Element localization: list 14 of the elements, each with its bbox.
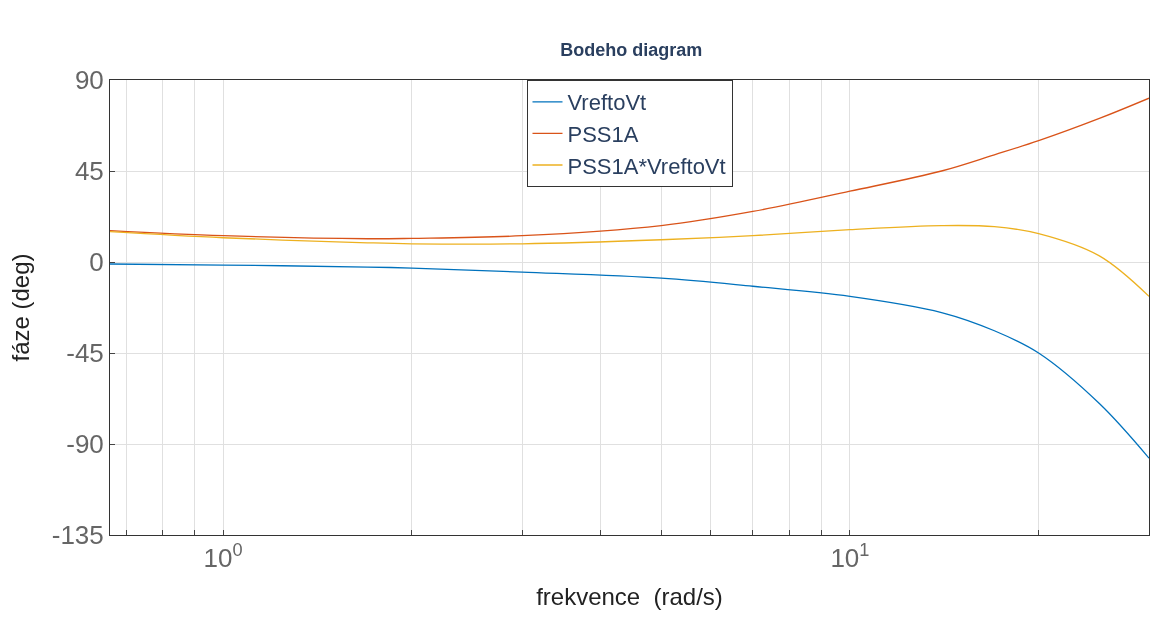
x-tick-label: 10$^{0}$ xyxy=(203,540,243,574)
y-axis-title: fáze (deg) xyxy=(6,253,34,362)
legend-label: VreftoVt xyxy=(567,90,647,116)
x-axis-title: frekvence (rad/s) xyxy=(536,582,723,610)
chart-title: Bodeho diagram xyxy=(560,40,703,61)
y-tick-label: 90 xyxy=(74,65,104,96)
y-tick-label: -45 xyxy=(66,338,104,369)
legend-label: PSS1A*VreftoVt xyxy=(567,153,726,179)
y-tick-label: 0 xyxy=(89,247,104,278)
y-tick-label: -90 xyxy=(66,429,104,460)
y-tick-label: -135 xyxy=(51,520,104,551)
legend-label: PSS1A xyxy=(567,121,639,147)
y-tick-label: 45 xyxy=(74,156,104,187)
x-tick-label: 10$^{1}$ xyxy=(830,540,870,574)
